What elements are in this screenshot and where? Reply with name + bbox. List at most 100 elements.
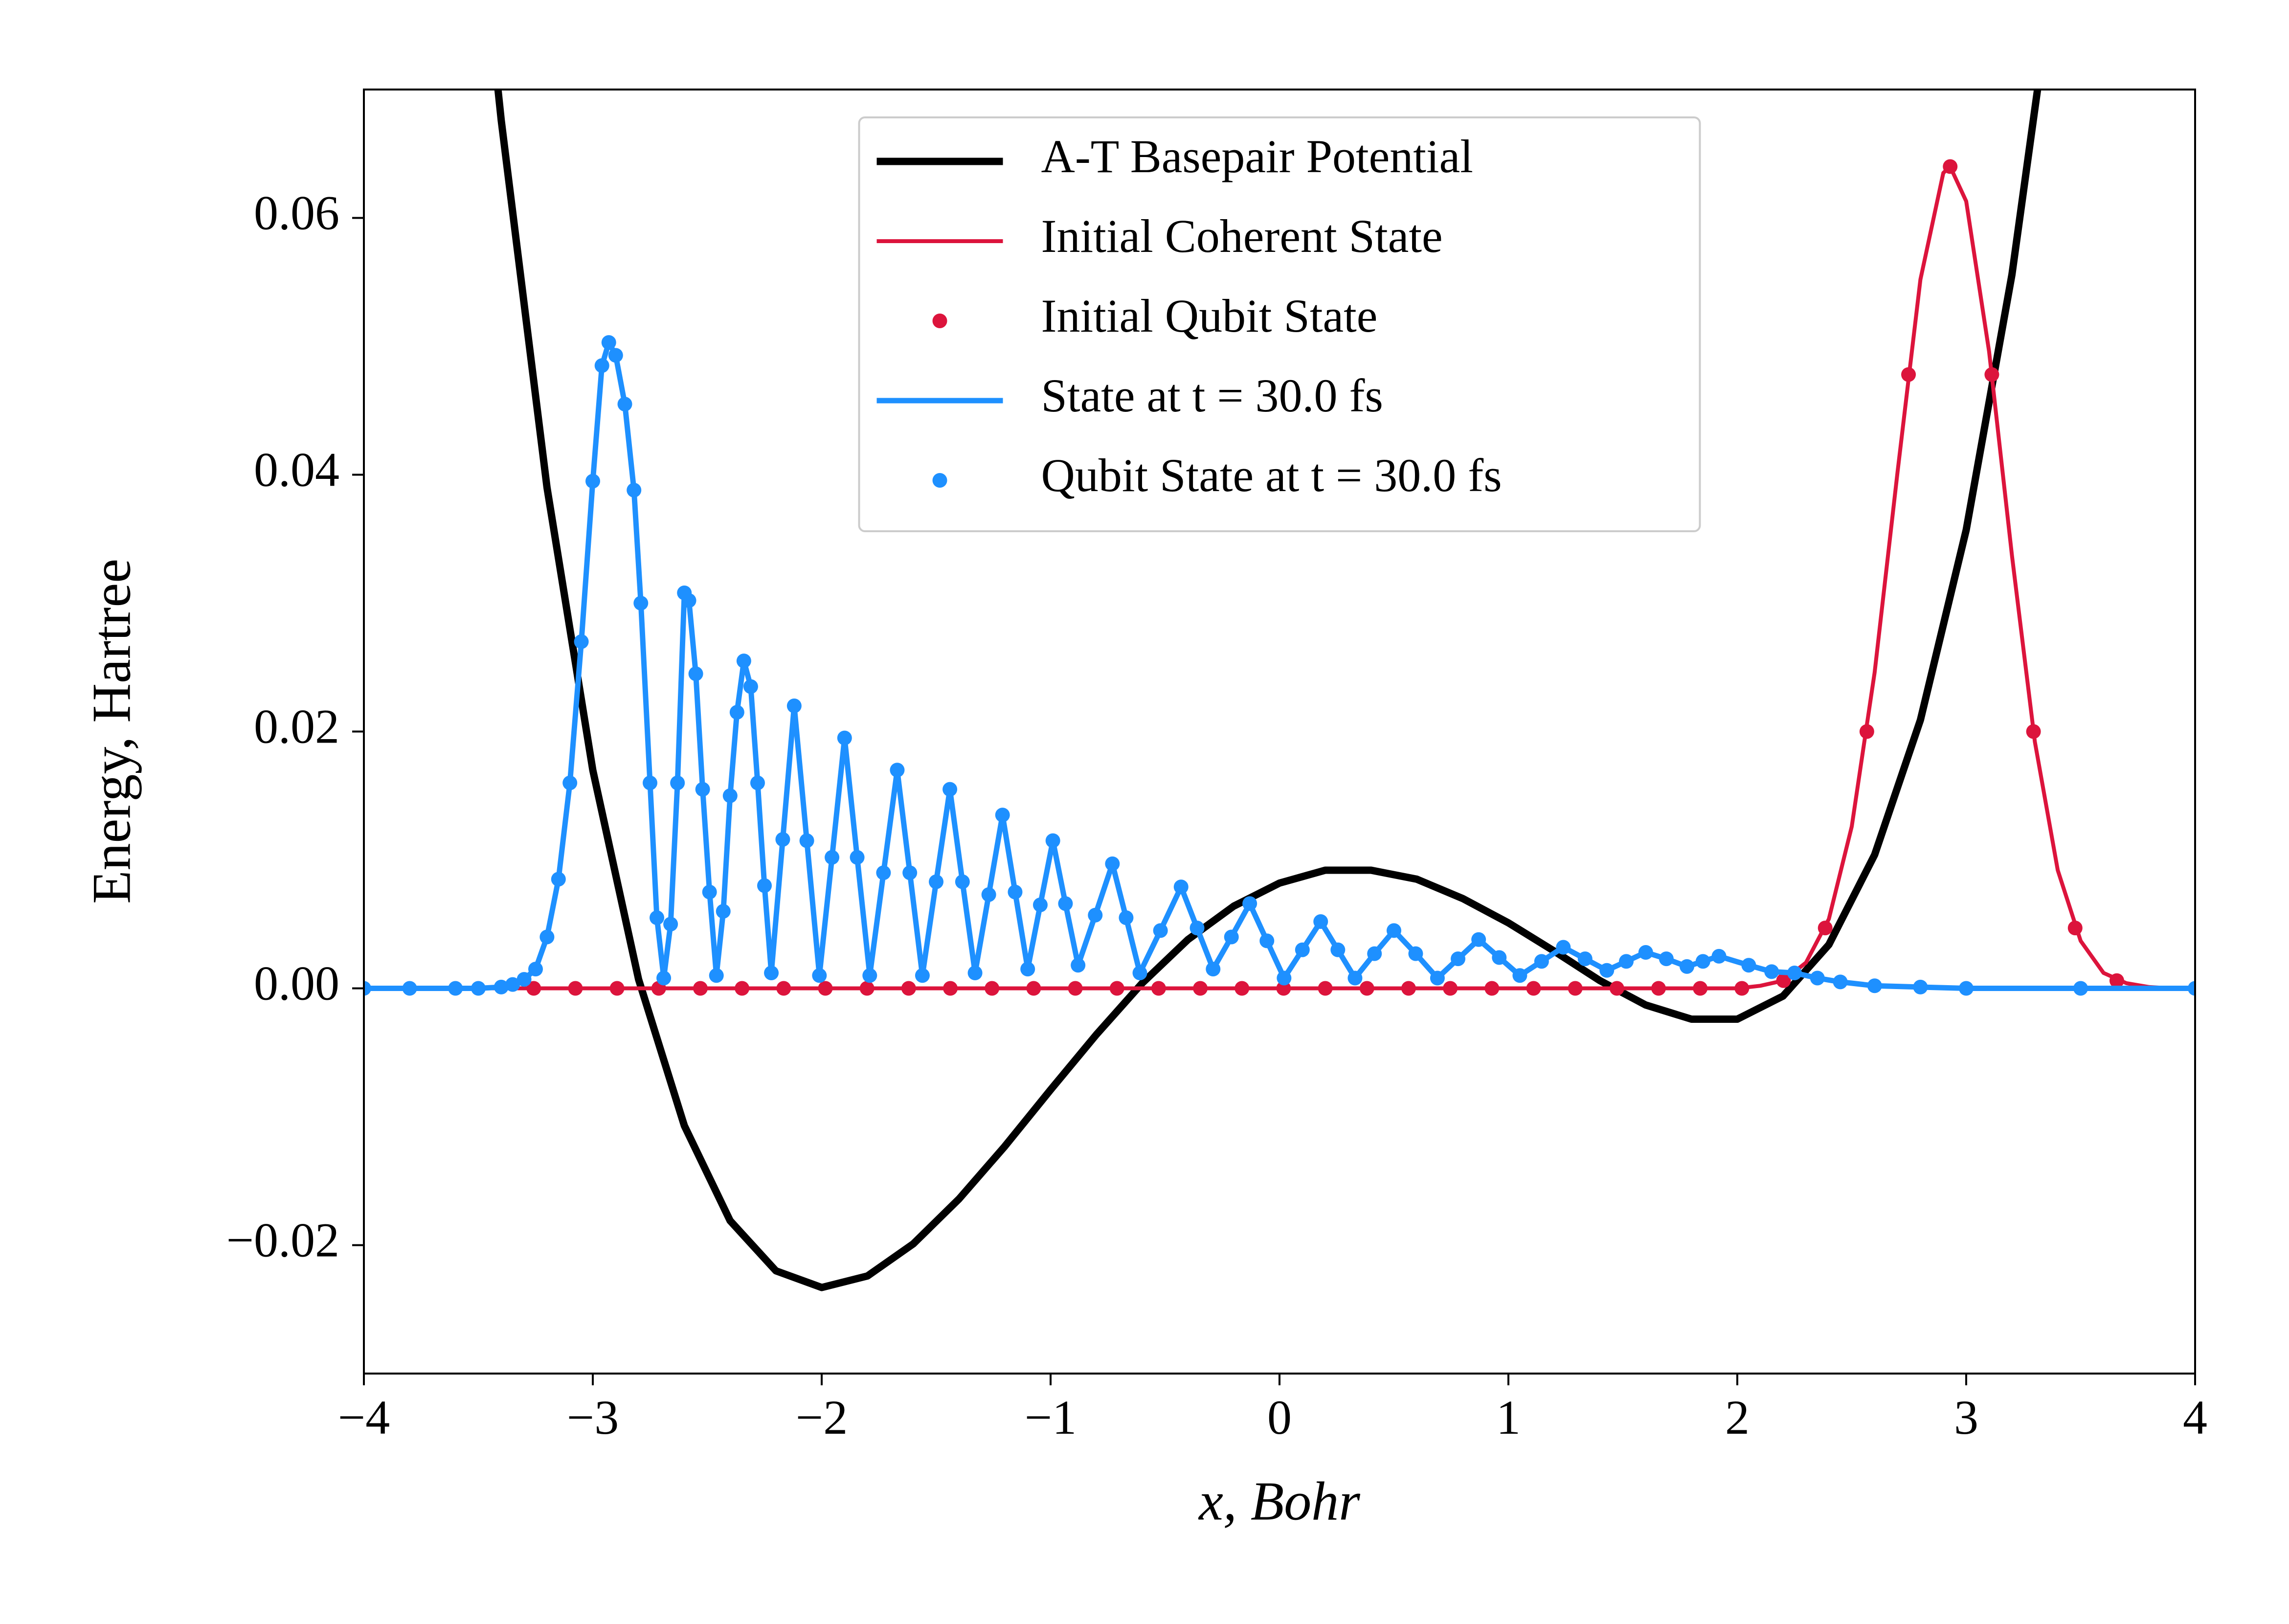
series-marker [943,981,958,996]
series-marker [2067,921,2083,936]
series-marker [608,348,623,363]
series-marker [862,968,877,983]
series-marker [1693,981,1708,996]
series-marker [526,981,541,996]
x-tick-label: 4 [2183,1390,2207,1444]
y-tick-label: 0.00 [254,956,339,1010]
series-marker [1638,945,1653,960]
series-marker [1471,932,1486,947]
series-marker [1512,968,1527,983]
series-marker [1484,981,1500,996]
series-marker [995,808,1010,823]
series-marker [1556,940,1571,955]
series-marker [1734,981,1750,996]
series-marker [1234,981,1250,996]
x-tick-label: 3 [1954,1390,1978,1444]
series-marker [1430,970,1445,986]
series-marker [1153,923,1168,938]
series-marker [1045,833,1060,848]
series-marker [729,705,744,720]
x-axis-label: x, Bohr [1198,1471,1360,1532]
series-marker [1173,880,1189,895]
series-marker [601,335,616,350]
series-marker [551,872,566,887]
series-marker [764,966,779,980]
series-marker [1859,724,1874,739]
series-marker [1901,367,1916,382]
series-marker [943,782,958,797]
series-marker [1259,933,1275,948]
series-marker [1619,954,1634,969]
series-marker [1318,981,1333,996]
legend-label: Qubit State at t = 30.0 fs [1041,449,1502,501]
series-marker [695,782,710,797]
series-marker [1451,951,1466,967]
series-marker [985,981,1000,996]
series-marker [1367,946,1382,961]
series-marker [663,917,678,932]
series-marker [1206,962,1221,977]
series-marker [1568,981,1583,996]
series-marker [1818,921,1833,936]
series-marker [1071,958,1086,973]
series-marker [1020,962,1035,977]
series-marker [528,962,543,977]
series-marker [1068,981,1083,996]
series-marker [1943,159,1958,174]
series-marker [1151,981,1166,996]
series-marker [1787,966,1802,980]
series-marker [2188,981,2195,996]
series-marker [633,596,649,610]
series-marker [1295,942,1310,957]
series-marker [1189,921,1205,936]
series-marker [902,865,918,880]
legend-swatch [932,473,947,488]
series-marker [471,981,486,996]
x-tick-label: 2 [1725,1390,1750,1444]
series-marker [825,850,840,865]
series-marker [1242,896,1257,911]
series-marker [1776,973,1791,988]
x-tick-label: −4 [338,1390,390,1444]
series-marker [574,634,589,649]
series-marker [1711,948,1727,964]
series-marker [505,977,520,992]
series-marker [1408,946,1423,961]
series-marker [736,654,751,669]
legend-label: A-T Basepair Potential [1041,130,1473,182]
series-marker [1680,959,1695,974]
series-marker [448,981,463,996]
series-marker [627,483,642,497]
series-marker [617,397,632,412]
series-marker [1276,981,1291,996]
series-marker [757,878,772,893]
legend-label: Initial Coherent State [1041,210,1443,262]
series-marker [876,865,891,880]
series-marker [1058,896,1073,911]
series-marker [1224,929,1239,945]
series-marker [364,981,371,996]
series-marker [1132,966,1147,980]
series-marker [1119,910,1134,925]
series-marker [670,775,685,790]
y-tick-label: −0.02 [226,1213,339,1267]
series-marker [1833,974,1848,990]
series-line [364,339,2195,991]
series-marker [1651,981,1666,996]
series-marker [1347,970,1363,986]
series-marker [775,832,790,847]
series-marker [1277,970,1292,986]
series-marker [743,679,758,694]
series-marker [799,833,814,848]
series-marker [562,775,578,790]
series-marker [1401,981,1416,996]
series-marker [812,968,827,983]
series-marker [1577,951,1593,967]
series-marker [1359,981,1374,996]
x-tick-label: −1 [1025,1390,1077,1444]
series-marker [1492,950,1507,965]
series-marker [850,850,865,865]
series-marker [702,884,717,900]
series-marker [594,358,609,373]
series-marker [494,979,509,994]
